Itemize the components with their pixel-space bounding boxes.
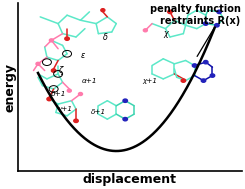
Circle shape [143,29,147,32]
Text: ε: ε [81,51,85,60]
Circle shape [65,37,69,40]
Circle shape [192,64,197,67]
Text: α+1: α+1 [82,78,97,84]
Circle shape [217,10,221,14]
X-axis label: displacement: displacement [83,173,177,186]
Y-axis label: energy: energy [3,63,16,112]
Text: δ: δ [103,33,108,42]
Circle shape [181,79,186,82]
Circle shape [204,60,208,64]
Text: χ: χ [163,29,168,38]
Circle shape [123,99,127,102]
Circle shape [51,69,56,72]
Text: ζ: ζ [58,66,62,75]
Circle shape [67,89,71,92]
Circle shape [168,10,172,14]
Text: χ+1: χ+1 [142,78,157,84]
Text: β+1: β+1 [50,91,66,97]
Circle shape [47,97,51,101]
Circle shape [78,92,83,95]
Text: penalty function
restraints R(x): penalty function restraints R(x) [149,4,240,26]
Circle shape [210,74,215,77]
Circle shape [123,118,127,121]
Circle shape [101,9,105,12]
Circle shape [36,62,40,65]
Circle shape [74,119,78,122]
Circle shape [215,24,219,27]
Circle shape [204,22,208,25]
Circle shape [201,79,206,82]
Circle shape [49,39,53,42]
Text: δ+1: δ+1 [91,109,106,115]
Text: γ+1: γ+1 [57,106,72,112]
